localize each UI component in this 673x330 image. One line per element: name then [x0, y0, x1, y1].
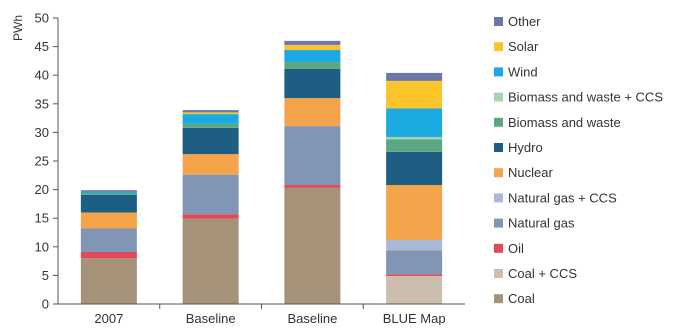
- bar-segment: [284, 187, 341, 304]
- legend-label: Natural gas + CCS: [508, 190, 617, 205]
- legend-swatch: [494, 168, 503, 178]
- bar-segment: [80, 193, 137, 195]
- bar-segment: [182, 123, 239, 128]
- bar-segment: [80, 212, 137, 229]
- y-tick-label: 30: [35, 125, 49, 140]
- bar-segment: [284, 185, 341, 188]
- bar-segment: [386, 239, 443, 251]
- bar-segment: [386, 72, 443, 81]
- bar-segment: [284, 40, 341, 45]
- bar-segment: [284, 98, 341, 127]
- legend-swatch: [494, 269, 503, 278]
- bar-segment: [386, 80, 443, 109]
- bar-segment: [182, 110, 239, 113]
- legend-label: Nuclear: [508, 165, 553, 180]
- bar-segment: [386, 139, 443, 152]
- y-tick-label: 20: [35, 182, 49, 197]
- legend-swatch: [494, 193, 503, 203]
- legend-label: Coal: [508, 291, 535, 306]
- x-category-label: Baseline: [287, 311, 337, 325]
- legend-label: Oil: [508, 241, 524, 256]
- bar-segment: [386, 275, 443, 304]
- bar-segment: [80, 258, 137, 304]
- legend-swatch: [494, 17, 503, 26]
- bar-segment: [80, 228, 137, 252]
- bar-segment: [182, 114, 239, 124]
- bar-segment: [284, 44, 341, 51]
- legend-label: Other: [508, 14, 541, 29]
- bar-segment: [182, 218, 239, 304]
- y-tick-label: 25: [35, 154, 49, 169]
- bar-segment: [386, 250, 443, 275]
- y-tick-label: 0: [42, 297, 49, 312]
- legend-swatch: [494, 92, 503, 102]
- x-category-label: Baseline: [186, 311, 236, 325]
- bar-segment: [386, 108, 443, 137]
- bar-segment: [386, 185, 443, 240]
- legend-swatch: [494, 117, 503, 127]
- y-tick-label: 35: [35, 96, 49, 111]
- bar-segment: [284, 62, 341, 69]
- legend-swatch: [494, 67, 503, 77]
- y-tick-label: 45: [35, 39, 49, 54]
- y-tick-label: 50: [35, 11, 49, 26]
- bar-segment: [284, 50, 341, 63]
- bar-segment: [182, 154, 239, 175]
- legend-swatch: [494, 243, 503, 253]
- bar-segment: [386, 151, 443, 186]
- legend-label: Coal + CCS: [508, 266, 577, 281]
- legend-label: Biomass and waste: [508, 115, 621, 130]
- bar-segment: [80, 251, 137, 259]
- y-tick-label: 10: [35, 239, 49, 254]
- legend-label: Solar: [508, 39, 539, 54]
- legend: Other Solar Wind Biomass and waste + CCS Bio…: [494, 14, 663, 306]
- x-category-label: 2007: [94, 311, 123, 325]
- bar-segment: [386, 136, 443, 140]
- bar-segment: [386, 274, 443, 276]
- bar-segment: [284, 68, 341, 99]
- bar-segment: [80, 191, 137, 194]
- legend-swatch: [494, 143, 503, 152]
- bar-segment: [182, 214, 239, 219]
- bar-segment: [80, 190, 137, 192]
- y-tick-label: 15: [35, 211, 49, 226]
- axes-group: 0 5 10 15 20 25 30 35 40 45 50 2007 Baseline Baseline…: [35, 11, 465, 326]
- bars-group: [80, 40, 443, 304]
- y-axis-title: PWh: [11, 15, 25, 41]
- legend-swatch: [494, 294, 503, 304]
- y-tick-label: 5: [42, 268, 49, 283]
- bar-segment: [182, 174, 239, 215]
- legend-label: Hydro: [508, 140, 543, 155]
- y-tick-label: 40: [35, 68, 49, 83]
- bar-segment: [80, 194, 137, 213]
- legend-label: Wind: [508, 64, 538, 79]
- legend-label: Natural gas: [508, 216, 575, 231]
- bar-segment: [284, 126, 341, 186]
- legend-label: Biomass and waste + CCS: [508, 90, 663, 105]
- legend-swatch: [494, 218, 503, 228]
- x-category-label: BLUE Map: [383, 311, 446, 325]
- bar-segment: [182, 112, 239, 115]
- bar-segment: [182, 127, 239, 155]
- legend-swatch: [494, 42, 503, 52]
